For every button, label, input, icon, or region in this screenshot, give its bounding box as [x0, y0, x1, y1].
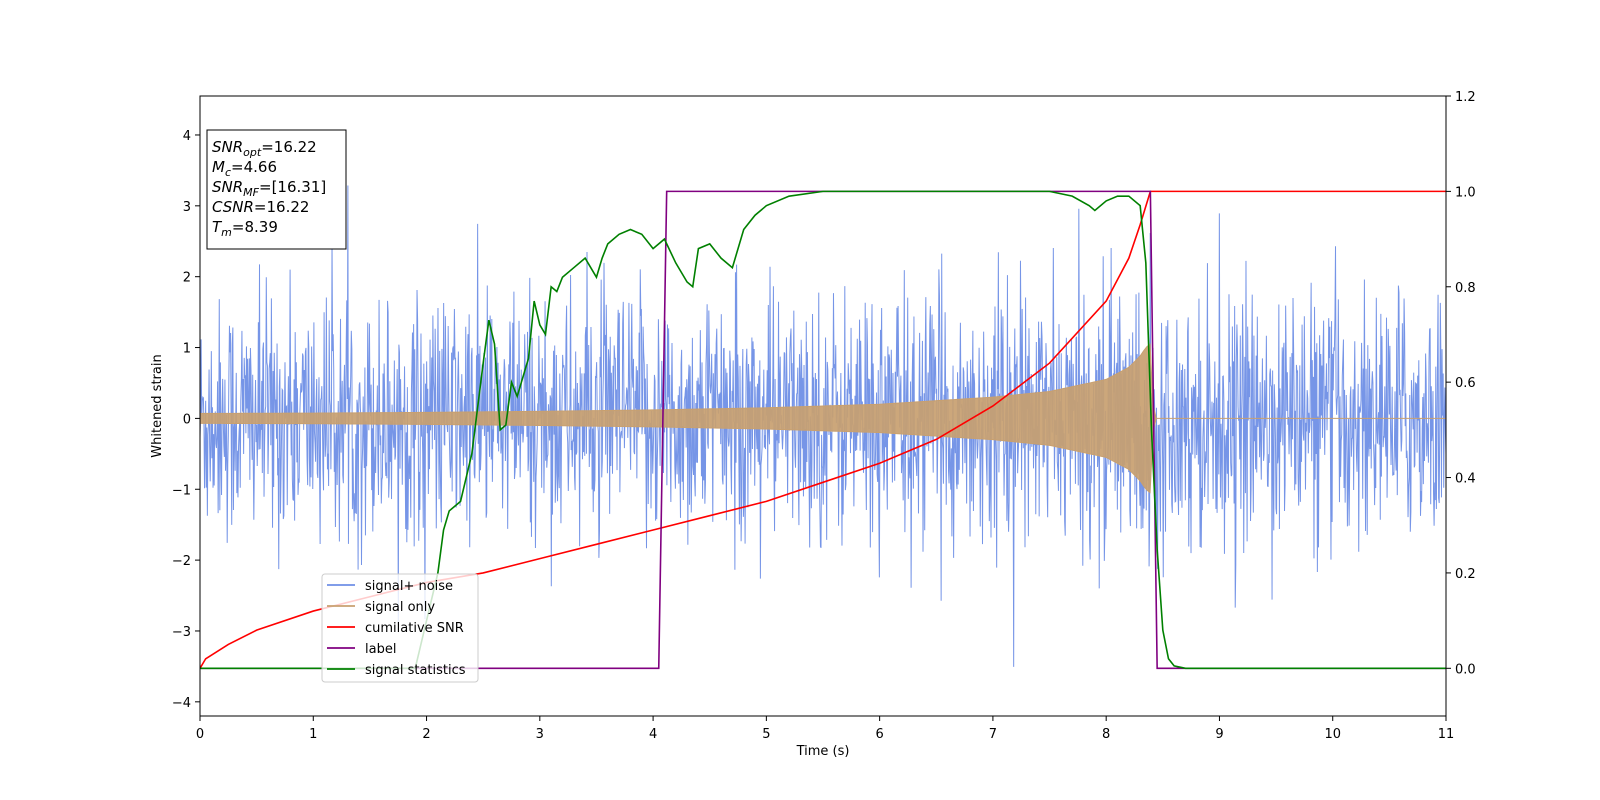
y-right-tick-label: 0.0 — [1455, 662, 1476, 677]
y-left-tick-label: 3 — [183, 200, 191, 215]
y-right-tick-label: 1.2 — [1455, 90, 1476, 105]
legend: signal+ noise signal only cumilative SNR la… — [321, 573, 479, 683]
x-tick-label: 10 — [1324, 727, 1341, 742]
info-box-line: SNRopt=16.22 — [212, 138, 317, 159]
x-axis: 0 1 2 3 4 5 6 7 8 9 10 11 — [196, 716, 1454, 742]
y-right-tick-label: 0.4 — [1455, 472, 1476, 487]
info-box-line: SNRMF=[16.31] — [212, 178, 326, 199]
x-tick-label: 2 — [422, 727, 430, 742]
x-tick-label: 4 — [649, 727, 657, 742]
y-right-tick-label: 0.2 — [1455, 567, 1476, 582]
legend-entry-label: signal statistics — [365, 663, 466, 678]
legend-entry-label: cumilative SNR — [365, 621, 464, 636]
x-tick-label: 5 — [762, 727, 770, 742]
y-left-tick-label: −1 — [172, 483, 191, 498]
series-signal-noise — [200, 185, 1446, 667]
y-right-tick-label: 1.0 — [1455, 185, 1476, 200]
x-tick-label: 0 — [196, 727, 204, 742]
y-left-tick-label: 1 — [183, 342, 191, 357]
legend-entry-label: signal only — [365, 600, 435, 615]
series-signal-only — [200, 343, 1446, 494]
y-left-tick-label: 2 — [183, 271, 191, 286]
y-left-tick-label: −3 — [172, 625, 191, 640]
x-tick-label: 11 — [1438, 727, 1455, 742]
legend-entry-label: signal+ noise — [365, 579, 453, 594]
x-tick-label: 9 — [1215, 727, 1223, 742]
y-axis-right: 0.0 0.2 0.4 0.6 0.8 1.0 1.2 — [1446, 90, 1476, 677]
info-box-line: Mc=4.66 — [212, 158, 277, 179]
y-axis-left-label: Whitened strain — [150, 354, 165, 457]
x-tick-label: 8 — [1102, 727, 1110, 742]
y-left-tick-label: −2 — [172, 554, 191, 569]
x-tick-label: 1 — [309, 727, 317, 742]
series-signal-statistics — [200, 190, 1446, 670]
x-tick-label: 7 — [989, 727, 997, 742]
x-tick-label: 6 — [875, 727, 883, 742]
plot-frame — [199, 95, 1447, 717]
x-tick-label: 3 — [536, 727, 544, 742]
x-axis-label: Time (s) — [796, 744, 850, 759]
info-box-frame — [206, 129, 347, 250]
y-axis-left: −4 −3 −2 −1 0 1 2 3 4 — [172, 129, 200, 711]
info-box-line: Tm=8.39 — [212, 218, 278, 239]
legend-entry-label: label — [365, 642, 396, 657]
info-box-line: CSNR=16.22 — [212, 198, 309, 216]
series-cumulative-snr — [200, 190, 1446, 669]
y-right-tick-label: 0.6 — [1455, 376, 1476, 391]
plot-series-group — [200, 185, 1446, 670]
legend-frame — [321, 573, 479, 683]
y-right-tick-label: 0.8 — [1455, 281, 1476, 296]
y-left-tick-label: −4 — [172, 696, 191, 711]
y-left-tick-label: 4 — [183, 129, 191, 144]
y-left-tick-label: 0 — [183, 412, 191, 427]
info-box: SNRopt=16.22Mc=4.66SNRMF=[16.31]CSNR=16.… — [206, 129, 347, 250]
